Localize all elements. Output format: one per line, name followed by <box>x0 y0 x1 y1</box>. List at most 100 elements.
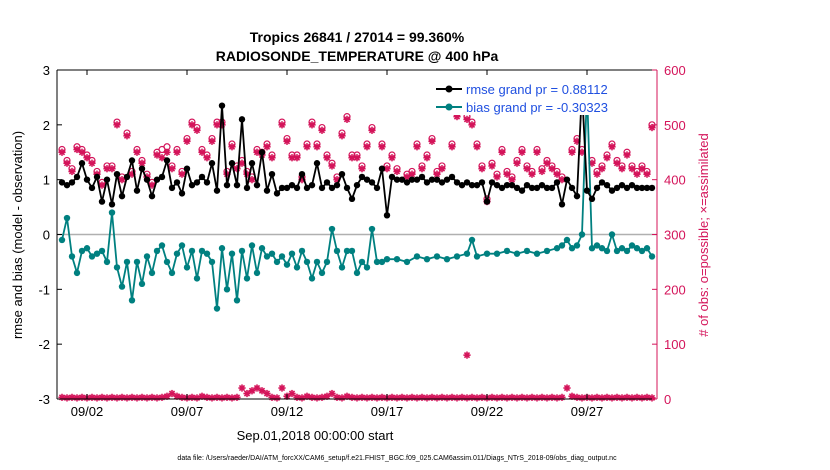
rmse-point <box>198 173 206 181</box>
obs-assimilated-point <box>118 176 126 184</box>
bias-point <box>378 258 386 266</box>
rmse-point <box>368 179 376 186</box>
obs-assimilated-point <box>213 121 221 129</box>
obs-low-point <box>463 394 471 402</box>
bias-point <box>298 247 306 255</box>
rmse-point <box>263 187 271 194</box>
x-tick-label: 09/17 <box>371 404 404 419</box>
rmse-point <box>628 181 636 189</box>
obs-assimilated-point <box>553 170 561 178</box>
rmse-point <box>293 184 301 192</box>
bias-point <box>393 255 401 263</box>
y-right-tick-label: 100 <box>664 337 686 352</box>
bias-point <box>63 214 71 222</box>
bias-point <box>318 269 326 277</box>
obs-low-point <box>288 389 296 398</box>
obs-low-point <box>453 394 461 402</box>
bias-point <box>328 225 336 233</box>
bias-point <box>333 247 341 255</box>
obs-assimilated-point <box>508 176 516 184</box>
rmse-point <box>393 176 401 183</box>
bias-point <box>493 250 501 257</box>
obs-assimilated-point <box>193 126 201 134</box>
rmse-point <box>178 190 186 197</box>
bias-point <box>373 258 381 266</box>
bias-point <box>218 245 226 252</box>
legend-box <box>430 77 655 115</box>
x-tick-label: 09/22 <box>471 404 504 419</box>
obs-assimilated-point <box>353 154 361 162</box>
obs-assimilated-point <box>468 121 476 129</box>
rmse-point <box>638 184 646 192</box>
obs-low-point <box>648 394 656 402</box>
legend-rmse-label: rmse grand pr = 0.88112 <box>466 82 608 97</box>
bias-point <box>343 247 351 255</box>
rmse-point <box>543 184 551 192</box>
obs-low-point <box>258 387 266 395</box>
obs-assimilated-point <box>153 151 161 159</box>
rmse-point <box>428 176 436 183</box>
rmse-point <box>258 149 266 156</box>
bias-point <box>193 275 201 282</box>
obs-low-point <box>363 394 371 402</box>
rmse-point <box>338 170 346 178</box>
rmse-point <box>618 181 626 189</box>
legend-rmse-marker <box>445 85 453 93</box>
obs-assimilated-point <box>328 162 336 170</box>
obs-assimilated-point <box>403 173 411 181</box>
rmse-point <box>398 176 406 183</box>
bias-point <box>78 247 86 255</box>
rmse-point <box>583 187 591 194</box>
rmse-point <box>573 192 581 200</box>
rmse-point <box>273 190 281 197</box>
bias-point <box>93 250 101 257</box>
bias-point <box>473 253 481 260</box>
bias-point <box>293 264 301 271</box>
rmse-point <box>598 179 606 186</box>
rmse-point <box>468 181 476 189</box>
obs-low-point <box>248 387 256 395</box>
bias-point <box>563 236 571 244</box>
rmse-point <box>128 157 136 164</box>
obs-assimilated-point <box>393 167 401 176</box>
rmse-point <box>648 184 656 192</box>
bias-point <box>363 264 371 271</box>
obs-assimilated-point <box>343 115 351 123</box>
obs-assimilated-point <box>308 121 316 129</box>
obs-low-point <box>168 389 176 398</box>
obs-assimilated-point <box>438 165 446 173</box>
obs-assimilated-point <box>68 167 76 176</box>
rmse-point <box>248 160 256 167</box>
rmse-point <box>193 179 201 186</box>
obs-low-point <box>253 384 261 392</box>
obs-low-point <box>238 384 246 392</box>
rmse-point <box>493 181 501 189</box>
bias-point <box>143 253 151 260</box>
obs-low-point <box>523 394 531 402</box>
bias-point <box>588 245 596 252</box>
rmse-point <box>488 179 496 186</box>
obs-assimilated-point <box>133 148 141 156</box>
x-tick-label: 09/02 <box>71 404 104 419</box>
obs-assimilated-point <box>413 143 421 151</box>
obs-assimilated-point <box>278 121 286 129</box>
rmse-point <box>558 201 566 208</box>
bias-point <box>288 250 296 257</box>
obs-low-point <box>588 394 596 402</box>
rmse-point <box>328 184 336 192</box>
rmse-point <box>188 181 196 189</box>
bias-point <box>623 247 631 255</box>
rmse-point <box>78 160 86 167</box>
obs-assimilated-point <box>63 159 71 167</box>
obs-assimilated-point <box>488 162 496 170</box>
obs-assimilated-point <box>498 148 506 156</box>
bias-point <box>608 231 616 238</box>
bias-point <box>303 258 311 266</box>
rmse-point <box>108 201 116 208</box>
obs-assimilated-point <box>218 121 226 129</box>
obs-assimilated-point <box>283 137 291 145</box>
bias-point <box>633 245 641 252</box>
obs-assimilated-point <box>168 165 176 173</box>
obs-assimilated-point <box>423 154 431 162</box>
